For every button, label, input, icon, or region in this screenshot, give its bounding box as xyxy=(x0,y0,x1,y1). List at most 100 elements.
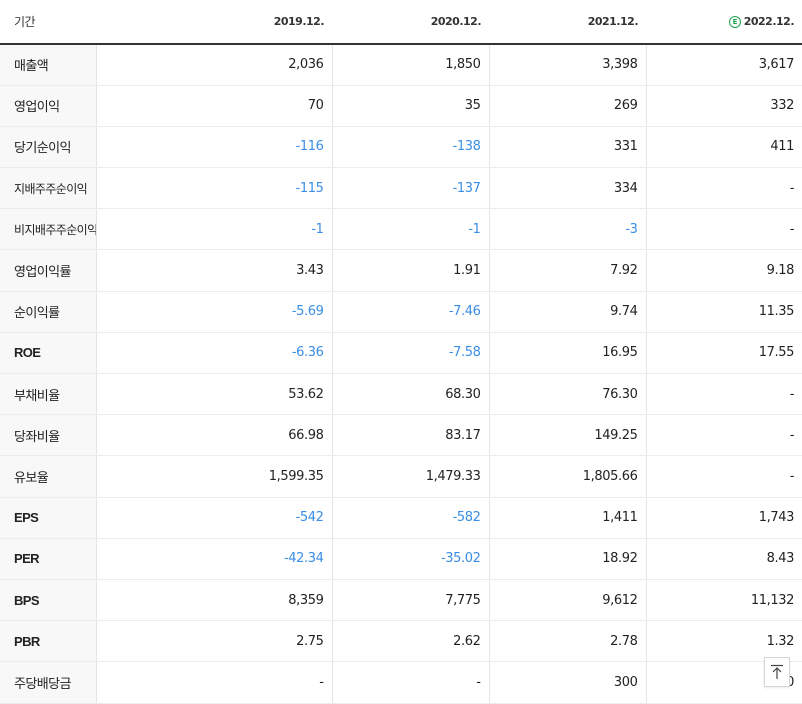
cell-dividend-per-share-2020: - xyxy=(331,661,489,704)
cell-roe-2021: 16.95 xyxy=(488,332,646,375)
table-row-operating-income: 영업이익 70 35 269 332 xyxy=(0,85,802,127)
cell-roe-2022: 17.55 xyxy=(645,332,802,375)
row-label: 비지배주주순이익 xyxy=(0,208,96,251)
cell-net-income-2022: 411 xyxy=(645,126,802,169)
period-label: 2019.12. xyxy=(273,15,325,28)
cell-eps-2022: 1,743 xyxy=(645,496,802,539)
table-row-noncontrolling-net-income: 비지배주주순이익 -1 -1 -3- xyxy=(0,208,802,251)
cell-bps-2019: 8,359 xyxy=(95,579,332,622)
cell-operating-income-2022: 332 xyxy=(645,85,802,127)
cell-operating-margin-2022: 9.18 xyxy=(645,249,802,292)
cell-revenue-2021: 3,398 xyxy=(488,44,646,86)
table-row-revenue: 매출액 2,036 1,850 3,398 3,617 xyxy=(0,44,802,86)
cell-debt-ratio-2020: 68.30 xyxy=(331,372,489,416)
cell-roe-2020: -7.58 xyxy=(331,332,489,375)
cell-controlling-net-income-2022: - xyxy=(645,167,802,210)
cell-reserve-ratio-2021: 1,805.66 xyxy=(488,455,646,498)
table-row-eps: EPS -542 -582 1,411 1,743 xyxy=(0,496,802,539)
cell-per-2021: 18.92 xyxy=(488,538,646,580)
table-row-operating-margin: 영업이익률 3.43 1.91 7.92 9.18 xyxy=(0,249,802,292)
cell-eps-2020: -582 xyxy=(331,496,489,539)
table-row-bps: BPS 8,359 7,775 9,612 11,132 xyxy=(0,579,802,622)
cell-per-2022: 8.43 xyxy=(645,538,802,580)
cell-net-income-2020: -138 xyxy=(331,126,489,169)
period-label: 2022.12. xyxy=(743,15,795,28)
cell-controlling-net-income-2020: -137 xyxy=(331,167,489,210)
cell-revenue-2019: 2,036 xyxy=(95,44,332,86)
table-row-roe: ROE -6.36 -7.58 16.95 17.55 xyxy=(0,332,802,375)
cell-quick-ratio-2021: 149.25 xyxy=(488,414,646,457)
row-label: 부채비율 xyxy=(0,372,96,416)
cell-dividend-per-share-2019: - xyxy=(95,661,332,704)
row-label: 영업이익 xyxy=(0,85,96,127)
cell-quick-ratio-2022: - xyxy=(645,414,802,457)
row-label: PER xyxy=(0,538,96,580)
cell-bps-2021: 9,612 xyxy=(488,579,646,622)
cell-net-margin-2022: 11.35 xyxy=(645,291,802,333)
cell-reserve-ratio-2020: 1,479.33 xyxy=(331,455,489,498)
period-header-2021: 2021.12. xyxy=(489,0,646,45)
table-row-net-income: 당기순이익 -116 -138 331 411 xyxy=(0,126,802,169)
cell-net-margin-2021: 9.74 xyxy=(488,291,646,333)
cell-reserve-ratio-2022: - xyxy=(645,455,802,498)
cell-noncontrolling-net-income-2021: -3 xyxy=(488,208,646,251)
table-row-quick-ratio: 당좌비율 66.98 83.17 149.25- xyxy=(0,414,802,457)
table-row-net-margin: 순이익률 -5.69 -7.46 9.74 11.35 xyxy=(0,291,802,333)
row-label: 당기순이익 xyxy=(0,126,96,169)
cell-noncontrolling-net-income-2022: - xyxy=(645,208,802,251)
table-row-pbr: PBR 2.75 2.62 2.78 1.32 xyxy=(0,620,802,663)
cell-eps-2021: 1,411 xyxy=(488,496,646,539)
cell-controlling-net-income-2021: 334 xyxy=(488,167,646,210)
table-row-reserve-ratio: 유보율 1,599.35 1,479.33 1,805.66- xyxy=(0,455,802,498)
table-row-per: PER -42.34 -35.02 18.92 8.43 xyxy=(0,538,802,580)
row-label: EPS xyxy=(0,496,96,539)
cell-per-2020: -35.02 xyxy=(331,538,489,580)
period-header-2019: 2019.12. xyxy=(96,0,332,45)
cell-operating-income-2019: 70 xyxy=(95,85,332,127)
period-header-2020: 2020.12. xyxy=(332,0,489,45)
cell-dividend-per-share-2021: 300 xyxy=(488,661,646,704)
cell-pbr-2022: 1.32 xyxy=(645,620,802,663)
table-row-controlling-net-income: 지배주주순이익 -115 -137 334- xyxy=(0,167,802,210)
table-row-debt-ratio: 부채비율 53.62 68.30 76.30- xyxy=(0,372,802,416)
cell-operating-income-2020: 35 xyxy=(331,85,489,127)
cell-debt-ratio-2021: 76.30 xyxy=(488,372,646,416)
row-label: 유보율 xyxy=(0,455,96,498)
cell-operating-margin-2019: 3.43 xyxy=(95,249,332,292)
cell-revenue-2020: 1,850 xyxy=(331,44,489,86)
row-label: PBR xyxy=(0,620,96,663)
row-label: 지배주주순이익 xyxy=(0,167,96,210)
cell-operating-margin-2020: 1.91 xyxy=(331,249,489,292)
cell-reserve-ratio-2019: 1,599.35 xyxy=(95,455,332,498)
row-label: 당좌비율 xyxy=(0,414,96,457)
cell-controlling-net-income-2019: -115 xyxy=(95,167,332,210)
cell-operating-margin-2021: 7.92 xyxy=(488,249,646,292)
row-label: 주당배당금 xyxy=(0,661,96,704)
period-label: 2020.12. xyxy=(430,15,482,28)
cell-debt-ratio-2022: - xyxy=(645,372,802,416)
cell-pbr-2019: 2.75 xyxy=(95,620,332,663)
cell-bps-2022: 11,132 xyxy=(645,579,802,622)
table-row-dividend-per-share: 주당배당금 - -300 0 xyxy=(0,661,802,704)
cell-operating-income-2021: 269 xyxy=(488,85,646,127)
cell-pbr-2021: 2.78 xyxy=(488,620,646,663)
estimate-badge-icon: E xyxy=(728,16,741,28)
cell-quick-ratio-2020: 83.17 xyxy=(331,414,489,457)
cell-noncontrolling-net-income-2020: -1 xyxy=(331,208,489,251)
period-header-2022: E 2022.12. xyxy=(646,0,802,45)
row-label: 매출액 xyxy=(0,44,96,86)
cell-quick-ratio-2019: 66.98 xyxy=(95,414,332,457)
row-label: ROE xyxy=(0,332,96,375)
row-label: BPS xyxy=(0,579,96,622)
period-header-label: 기간 xyxy=(0,0,96,45)
cell-net-margin-2019: -5.69 xyxy=(95,291,332,333)
row-label: 영업이익률 xyxy=(0,249,96,292)
cell-debt-ratio-2019: 53.62 xyxy=(95,372,332,416)
cell-revenue-2022: 3,617 xyxy=(645,44,802,86)
cell-net-income-2021: 331 xyxy=(488,126,646,169)
period-label: 2021.12. xyxy=(587,15,639,28)
arrow-up-to-line-icon xyxy=(771,664,783,679)
cell-per-2019: -42.34 xyxy=(95,538,332,580)
scroll-to-top-button[interactable] xyxy=(764,657,790,687)
